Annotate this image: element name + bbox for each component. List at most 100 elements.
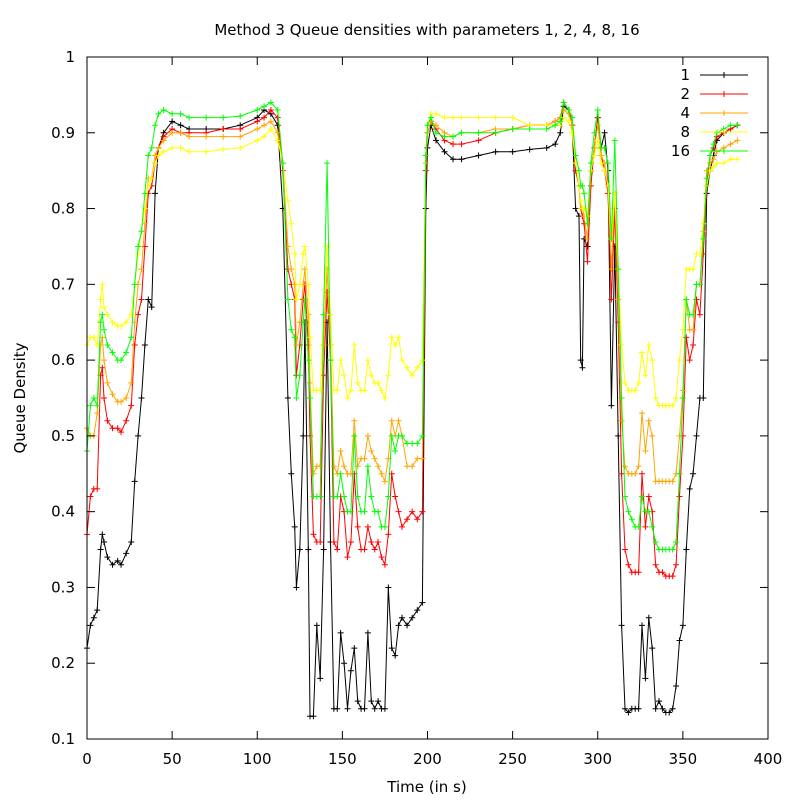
data-point — [395, 508, 402, 515]
data-point — [639, 349, 646, 356]
data-point — [433, 129, 440, 136]
data-point — [710, 141, 717, 148]
y-tick-label: 1 — [65, 48, 75, 66]
data-point — [381, 478, 388, 485]
data-point — [642, 675, 649, 682]
data-point — [354, 493, 361, 500]
data-point — [441, 133, 448, 140]
data-point — [104, 554, 111, 561]
data-point — [267, 125, 274, 132]
data-point — [301, 243, 308, 250]
data-point — [615, 432, 622, 439]
data-point — [118, 323, 125, 330]
data-point — [450, 133, 457, 140]
data-point — [639, 622, 646, 629]
x-tick-label: 400 — [754, 750, 783, 768]
data-point — [625, 508, 632, 515]
x-tick-label: 0 — [82, 750, 92, 768]
data-point — [288, 470, 295, 477]
data-point — [608, 296, 615, 303]
data-point — [128, 538, 135, 545]
data-point — [320, 341, 327, 348]
data-point — [635, 705, 642, 712]
data-point — [621, 705, 628, 712]
data-point — [94, 485, 101, 492]
data-point — [341, 660, 348, 667]
data-point — [141, 205, 148, 212]
data-point — [118, 561, 125, 568]
data-point — [381, 705, 388, 712]
data-point — [145, 152, 152, 159]
data-point — [261, 122, 268, 129]
data-point — [635, 569, 642, 576]
data-point — [203, 148, 210, 155]
data-point — [347, 538, 354, 545]
data-point — [344, 705, 351, 712]
data-point — [707, 160, 714, 167]
data-point — [291, 281, 298, 288]
data-point — [579, 364, 586, 371]
data-point — [131, 478, 138, 485]
data-point — [669, 546, 676, 553]
data-point — [693, 432, 700, 439]
data-point — [392, 493, 399, 500]
data-point — [475, 114, 482, 121]
data-point — [371, 705, 378, 712]
data-point — [584, 220, 591, 227]
data-point — [409, 508, 416, 515]
data-point — [673, 395, 680, 401]
data-point — [317, 538, 324, 545]
data-point — [649, 432, 656, 439]
data-point — [186, 148, 193, 155]
data-point — [696, 311, 703, 318]
data-point — [492, 129, 499, 136]
x-tick-label: 50 — [163, 750, 182, 768]
series-16 — [84, 99, 741, 553]
data-point — [404, 622, 411, 629]
data-point — [618, 341, 625, 348]
data-point — [398, 432, 405, 439]
data-point — [419, 455, 426, 462]
data-point — [375, 538, 382, 545]
data-point — [419, 508, 426, 515]
series-line-4 — [86, 109, 738, 484]
data-point — [543, 144, 550, 151]
data-point — [169, 118, 176, 125]
data-point — [673, 561, 680, 568]
data-point — [364, 523, 371, 530]
data-point — [703, 175, 710, 182]
data-point — [713, 129, 720, 136]
legend-marker — [721, 110, 727, 116]
data-point — [632, 387, 639, 394]
data-point — [296, 372, 303, 379]
data-point — [700, 395, 707, 401]
data-point — [404, 440, 411, 447]
data-point — [700, 220, 707, 227]
data-point — [364, 463, 371, 470]
data-point — [254, 118, 261, 125]
data-point — [320, 546, 327, 553]
data-point — [138, 296, 145, 303]
data-point — [337, 629, 344, 636]
data-point — [337, 470, 344, 477]
data-point — [621, 463, 628, 470]
series-4 — [84, 107, 741, 485]
data-point — [351, 417, 358, 424]
data-point — [594, 107, 601, 114]
data-point — [148, 175, 155, 182]
data-point — [441, 148, 448, 155]
data-point — [291, 251, 298, 258]
data-point — [594, 137, 601, 144]
data-point — [354, 698, 361, 705]
data-point — [344, 554, 351, 561]
data-point — [378, 470, 385, 477]
data-point — [131, 341, 138, 348]
data-point — [334, 493, 341, 500]
data-point — [296, 546, 303, 553]
data-point — [659, 569, 666, 576]
data-point — [458, 129, 465, 136]
legend-marker — [721, 129, 727, 135]
data-point — [347, 387, 354, 394]
data-point — [392, 652, 399, 659]
data-point — [618, 417, 625, 424]
